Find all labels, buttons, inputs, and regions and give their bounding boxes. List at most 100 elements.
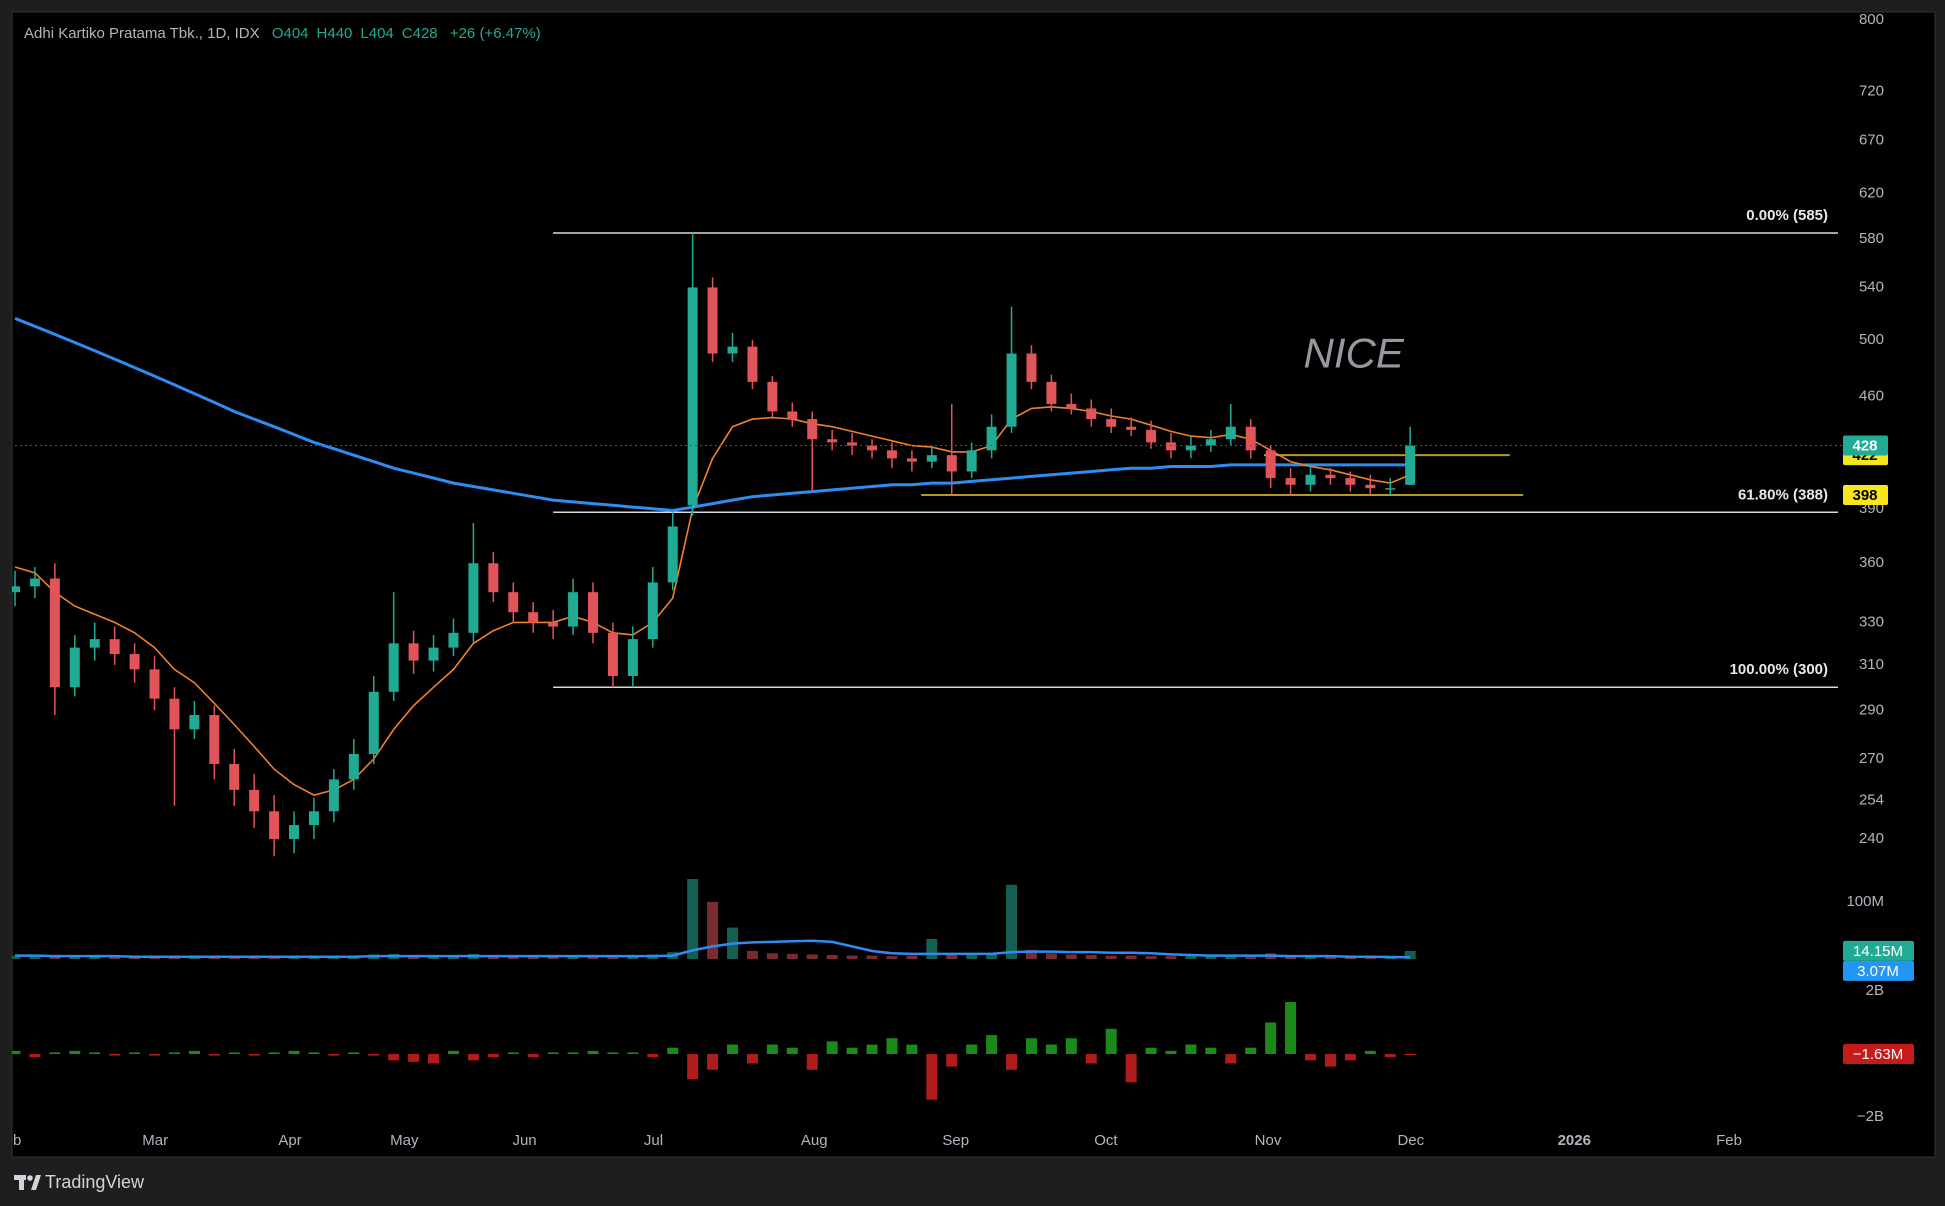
indicator-bar xyxy=(1065,1038,1077,1054)
volume-bar xyxy=(1404,950,1416,959)
price-tag xyxy=(1843,484,1888,505)
volume-bar xyxy=(507,956,519,959)
indicator-bar xyxy=(1305,1054,1317,1061)
change: +26 (+6.47%) xyxy=(450,25,541,42)
indicator-bar xyxy=(1185,1044,1197,1054)
volume-bar xyxy=(1245,955,1257,959)
value-tag-label: −1.63M xyxy=(1853,1046,1903,1063)
volume-bar xyxy=(886,956,898,959)
x-tick-label: Jul xyxy=(644,1132,663,1149)
indicator-bar xyxy=(308,1052,320,1054)
candle-body xyxy=(468,563,479,633)
indicator-bar xyxy=(388,1054,400,1061)
y-tick-label: 800 xyxy=(1859,11,1884,28)
candle-body xyxy=(328,779,339,812)
indicator-bar xyxy=(168,1052,180,1054)
moving-average xyxy=(14,317,1411,513)
candle-body xyxy=(149,669,160,699)
candle-body xyxy=(747,346,758,382)
candle-body xyxy=(946,455,957,472)
volume-bar xyxy=(946,953,958,959)
candle-body xyxy=(269,811,280,840)
volume-bar xyxy=(607,956,619,959)
indicator-bar xyxy=(926,1054,938,1100)
candle-body xyxy=(189,715,200,730)
candle-body xyxy=(388,643,399,692)
candle-body xyxy=(867,445,878,451)
volume-bar xyxy=(846,955,858,959)
volume-bar xyxy=(1105,955,1117,959)
candle-body xyxy=(587,592,598,633)
candle-body xyxy=(548,622,559,627)
y-tick-label: 720 xyxy=(1859,83,1884,100)
y-tick-label: 620 xyxy=(1859,184,1884,201)
candle-body xyxy=(647,582,658,640)
indicator-bar xyxy=(89,1052,101,1054)
candle-body xyxy=(1126,426,1137,430)
indicator-bar xyxy=(727,1044,739,1054)
indicator-bar xyxy=(966,1044,978,1054)
indicator-bar xyxy=(1125,1054,1137,1083)
plot-area: 0.00% (585) 61.80% (388) 100.00% (300) NICE xyxy=(12,207,1842,1100)
indicator-bar xyxy=(846,1047,858,1054)
volume-bar xyxy=(69,956,81,959)
indicator-bar xyxy=(1364,1050,1376,1054)
indicator-bar xyxy=(507,1052,519,1054)
x-tick-label: May xyxy=(390,1132,419,1149)
logo-dot xyxy=(27,1175,33,1181)
candle-body xyxy=(1265,450,1276,479)
candle-body xyxy=(1205,439,1216,446)
indicator-bar xyxy=(208,1054,220,1056)
y-tick-label: 540 xyxy=(1859,278,1884,295)
candle-body xyxy=(568,592,579,627)
candle-body xyxy=(448,632,459,648)
y-tick-label: 2B xyxy=(1866,982,1884,999)
volume-bar xyxy=(567,956,579,959)
volume-bar xyxy=(1205,955,1217,959)
candle-body xyxy=(12,586,20,593)
ohlc-key: L xyxy=(360,25,368,42)
indicator-bar xyxy=(467,1054,479,1061)
indicator-bar xyxy=(12,1050,21,1054)
volume-bar xyxy=(527,956,539,959)
indicator-bar xyxy=(1085,1054,1097,1064)
indicator-bar xyxy=(607,1052,619,1054)
indicator-bar xyxy=(946,1054,958,1067)
candle-body xyxy=(847,442,858,446)
indicator-bar xyxy=(487,1054,499,1058)
price-tag-label: 398 xyxy=(1852,487,1877,504)
indicator-bar xyxy=(1145,1047,1157,1054)
volume-bar xyxy=(1185,956,1197,959)
y-tick-label: 100M xyxy=(1846,893,1884,910)
indicator-bar xyxy=(667,1047,679,1054)
indicator-bar xyxy=(806,1054,818,1070)
volume-bar xyxy=(12,955,21,959)
volume-bar xyxy=(627,956,639,959)
candle-body xyxy=(1345,478,1356,485)
volume-bar xyxy=(29,956,41,959)
chart-background xyxy=(11,11,1936,1158)
y-tick-label: −2B xyxy=(1857,1108,1884,1125)
candle-body xyxy=(1026,353,1037,382)
indicator-bar xyxy=(288,1050,300,1054)
indicator-bar xyxy=(1045,1044,1057,1054)
candle-body xyxy=(528,612,539,623)
candle-body xyxy=(607,632,618,677)
x-tick-label: Feb xyxy=(0,1132,21,1149)
indicator-bar xyxy=(1384,1054,1396,1058)
indicator-bar xyxy=(766,1044,778,1054)
candle-body xyxy=(109,639,120,655)
logo-stem xyxy=(19,1175,24,1190)
indicator-bar xyxy=(647,1054,659,1058)
candle-body xyxy=(1325,474,1336,479)
x-tick-label: Dec xyxy=(1397,1132,1424,1149)
ohlc-value: 428 xyxy=(413,25,438,42)
indicator-bar xyxy=(447,1050,459,1054)
volume-bar xyxy=(447,956,459,959)
volume-bar xyxy=(547,956,559,959)
ohlc: O404 H440 L404 C428 xyxy=(272,25,438,42)
candle-body xyxy=(1365,484,1376,489)
indicator-bar xyxy=(587,1050,599,1054)
ohlc-key: C xyxy=(402,25,413,42)
indicator-bar xyxy=(986,1035,998,1054)
